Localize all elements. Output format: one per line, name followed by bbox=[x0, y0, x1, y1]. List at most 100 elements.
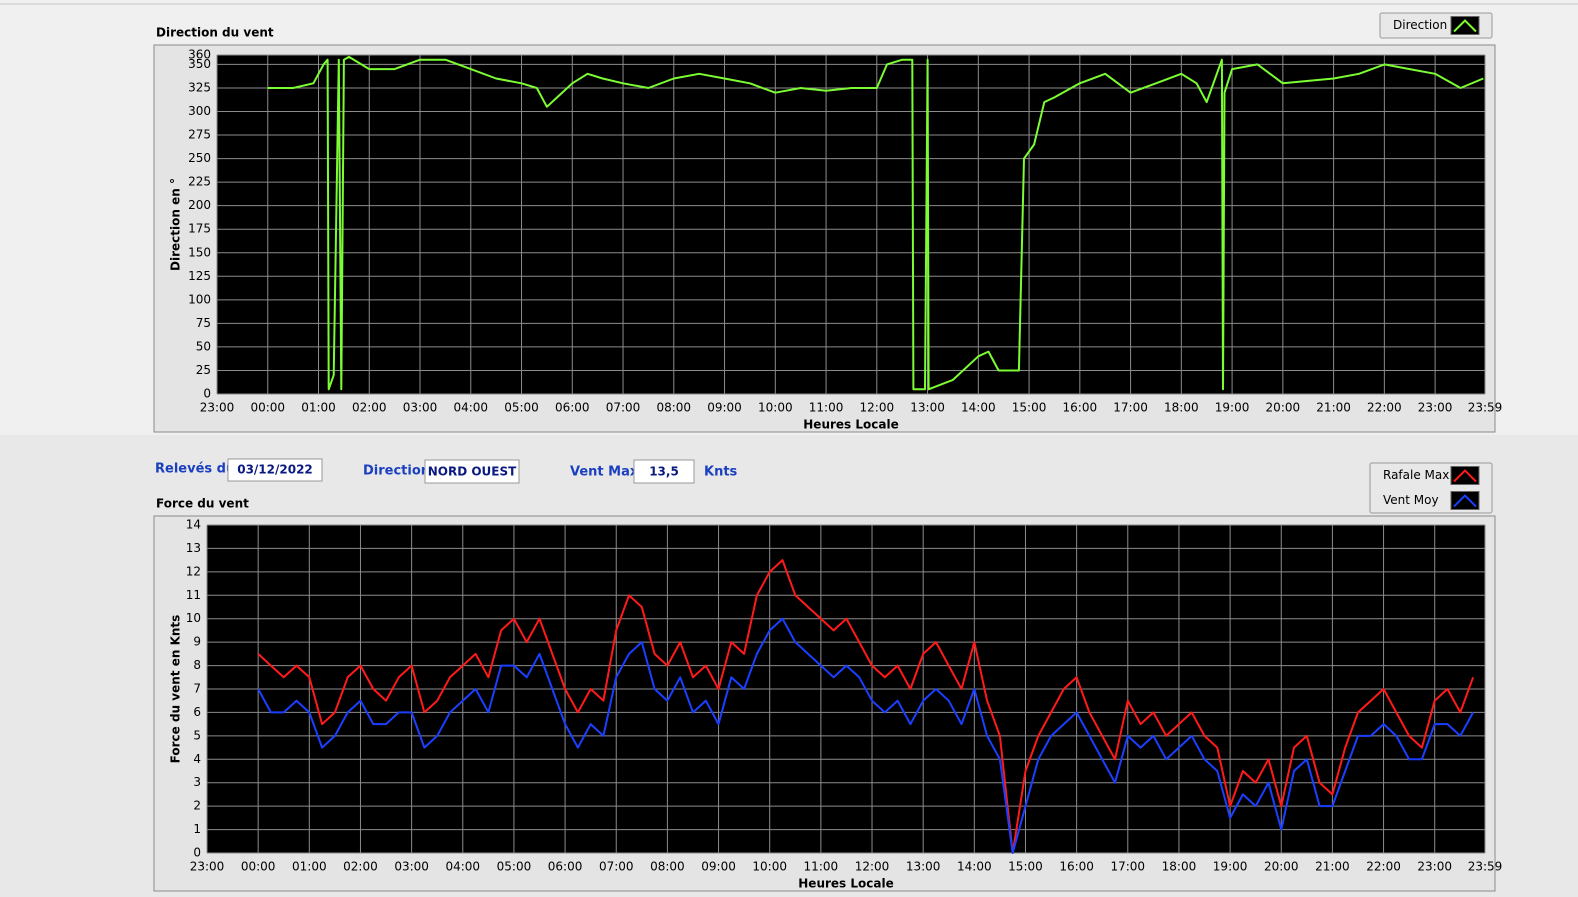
x-tick-label: 23:59 bbox=[1468, 860, 1503, 874]
x-tick-label: 11:00 bbox=[809, 401, 844, 415]
x-tick-label: 12:00 bbox=[860, 401, 895, 415]
y-tick-label: 11 bbox=[186, 588, 201, 602]
y-axis-label: Force du vent en Knts bbox=[169, 615, 183, 764]
legend-label: Direction bbox=[1393, 18, 1447, 32]
y-tick-label: 200 bbox=[188, 198, 211, 212]
y-tick-label: 6 bbox=[193, 705, 201, 719]
y-tick-label: 275 bbox=[188, 128, 211, 142]
y-tick-label: 25 bbox=[196, 363, 211, 377]
direction-value: NORD OUEST bbox=[428, 465, 517, 479]
y-tick-label: 250 bbox=[188, 151, 211, 165]
y-tick-label: 50 bbox=[196, 339, 211, 353]
x-tick-label: 06:00 bbox=[548, 860, 583, 874]
x-tick-label: 23:00 bbox=[1418, 401, 1453, 415]
y-tick-label: 325 bbox=[188, 80, 211, 94]
x-tick-label: 21:00 bbox=[1316, 401, 1351, 415]
x-tick-label: 03:00 bbox=[403, 401, 438, 415]
data-line bbox=[267, 55, 1484, 391]
x-tick-label: 23:00 bbox=[200, 401, 235, 415]
x-tick-label: 02:00 bbox=[352, 401, 387, 415]
direction-field[interactable] bbox=[424, 459, 520, 484]
x-tick-label: 05:00 bbox=[497, 860, 532, 874]
x-tick-label: 23:00 bbox=[190, 860, 225, 874]
chart-title: Force du vent bbox=[156, 497, 249, 511]
vent-max-field[interactable] bbox=[633, 459, 695, 484]
x-tick-label: 19:00 bbox=[1213, 860, 1248, 874]
x-tick-label: 14:00 bbox=[961, 401, 996, 415]
x-tick-label: 19:00 bbox=[1215, 401, 1250, 415]
y-tick-label: 75 bbox=[196, 316, 211, 330]
x-tick-label: 04:00 bbox=[453, 401, 488, 415]
legend-swatch bbox=[1450, 466, 1480, 485]
x-tick-label: 03:00 bbox=[394, 860, 429, 874]
chart-title: Direction du vent bbox=[156, 26, 274, 40]
y-tick-label: 14 bbox=[186, 518, 201, 532]
x-tick-label: 00:00 bbox=[250, 401, 285, 415]
x-tick-label: 17:00 bbox=[1113, 401, 1148, 415]
x-tick-label: 13:00 bbox=[910, 401, 945, 415]
x-tick-label: 07:00 bbox=[606, 401, 641, 415]
y-tick-label: 9 bbox=[193, 635, 201, 649]
x-tick-label: 09:00 bbox=[707, 401, 742, 415]
direction-label: Direction bbox=[363, 464, 430, 479]
y-tick-label: 4 bbox=[193, 752, 201, 766]
y-tick-label: 10 bbox=[186, 611, 201, 625]
x-tick-label: 22:00 bbox=[1366, 860, 1401, 874]
legend-label: Vent Moy bbox=[1383, 493, 1439, 507]
x-tick-label: 02:00 bbox=[343, 860, 378, 874]
legend-icon bbox=[1453, 494, 1477, 508]
x-tick-label: 05:00 bbox=[504, 401, 539, 415]
vent-max-label: Vent Max bbox=[570, 465, 639, 480]
date-label: Relevés du bbox=[155, 462, 235, 477]
y-tick-label: 0 bbox=[193, 846, 201, 860]
y-tick-label: 150 bbox=[188, 245, 211, 259]
date-field[interactable] bbox=[227, 458, 323, 482]
y-tick-label: 7 bbox=[193, 682, 201, 696]
x-tick-label: 23:00 bbox=[1417, 860, 1452, 874]
x-tick-label: 07:00 bbox=[599, 860, 634, 874]
y-tick-label: 12 bbox=[186, 564, 201, 578]
y-tick-label: 0 bbox=[203, 387, 211, 401]
x-tick-label: 10:00 bbox=[752, 860, 787, 874]
x-tick-label: 15:00 bbox=[1008, 860, 1043, 874]
x-tick-label: 01:00 bbox=[292, 860, 327, 874]
x-tick-label: 15:00 bbox=[1012, 401, 1047, 415]
y-tick-label: 225 bbox=[188, 175, 211, 189]
x-tick-label: 01:00 bbox=[301, 401, 336, 415]
y-tick-label: 300 bbox=[188, 104, 211, 118]
x-tick-label: 17:00 bbox=[1110, 860, 1145, 874]
y-tick-label: 5 bbox=[193, 728, 201, 742]
x-tick-label: 18:00 bbox=[1162, 860, 1197, 874]
x-tick-label: 14:00 bbox=[957, 860, 992, 874]
legend-icon bbox=[1453, 469, 1477, 483]
y-tick-label: 360 bbox=[188, 48, 211, 62]
date-value: 03/12/2022 bbox=[237, 463, 313, 477]
y-tick-label: 3 bbox=[193, 775, 201, 789]
x-tick-label: 23:59 bbox=[1468, 401, 1503, 415]
vent-max-value: 13,5 bbox=[649, 465, 679, 479]
x-tick-label: 12:00 bbox=[855, 860, 890, 874]
x-tick-label: 18:00 bbox=[1164, 401, 1199, 415]
y-axis-label: Direction en ° bbox=[169, 178, 183, 271]
plot-area bbox=[217, 55, 1485, 394]
y-tick-label: 1 bbox=[193, 822, 201, 836]
x-axis-label: Heures Locale bbox=[798, 877, 893, 891]
x-tick-label: 10:00 bbox=[758, 401, 793, 415]
legend-label: Rafale Max bbox=[1383, 468, 1449, 482]
y-tick-label: 8 bbox=[193, 658, 201, 672]
x-tick-label: 08:00 bbox=[650, 860, 685, 874]
legend-icon bbox=[1453, 19, 1477, 33]
legend-swatch bbox=[1450, 16, 1480, 35]
data-line bbox=[257, 617, 1474, 854]
x-tick-label: 13:00 bbox=[906, 860, 941, 874]
y-tick-label: 100 bbox=[188, 292, 211, 306]
x-tick-label: 22:00 bbox=[1367, 401, 1402, 415]
x-tick-label: 16:00 bbox=[1059, 860, 1094, 874]
y-tick-label: 2 bbox=[193, 799, 201, 813]
x-tick-label: 16:00 bbox=[1063, 401, 1098, 415]
legend-swatch bbox=[1450, 491, 1480, 510]
x-tick-label: 09:00 bbox=[701, 860, 736, 874]
x-tick-label: 00:00 bbox=[241, 860, 276, 874]
x-axis-label: Heures Locale bbox=[803, 418, 898, 432]
